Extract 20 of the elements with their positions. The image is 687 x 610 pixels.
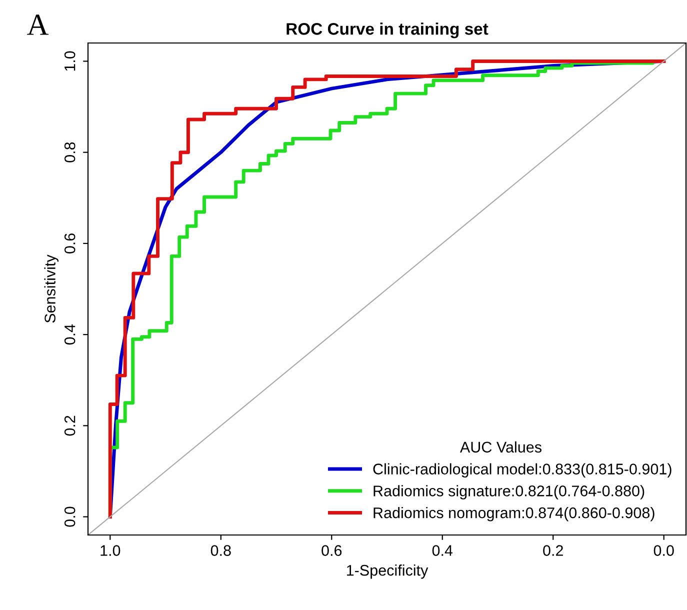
y-tick-label: 0.6 [64, 233, 76, 254]
legend-title: AUC Values [460, 441, 542, 453]
y-tick-label: 0.0 [64, 506, 76, 527]
x-tick-label: 0.2 [543, 545, 563, 556]
y-tick-label: 0.4 [64, 324, 76, 345]
y-axis-title: Sensitivity [44, 254, 58, 323]
x-tick-label: 0.0 [654, 545, 674, 556]
y-tick-label: 0.8 [64, 142, 76, 162]
legend-label: Clinic-radiological model:0.833(0.815-0.901) [373, 463, 672, 478]
legend-label: Radiomics nomogram:0.874(0.860-0.908) [374, 507, 654, 522]
text: A [27, 14, 49, 35]
x-tick-label: 1.0 [100, 545, 120, 556]
x-axis-title: 1-Specificity [346, 564, 428, 579]
y-tick-label: 1.0 [64, 51, 76, 71]
legend-label: Radiomics signature:0.821(0.764-0.880) [374, 485, 644, 500]
x-tick-label: 0.4 [432, 545, 453, 556]
x-tick-label: 0.8 [210, 545, 231, 556]
chart-title: ROC Curve in training set [286, 22, 488, 38]
x-tick-label: 0.6 [322, 545, 342, 556]
y-tick-label: 0.2 [64, 416, 76, 436]
